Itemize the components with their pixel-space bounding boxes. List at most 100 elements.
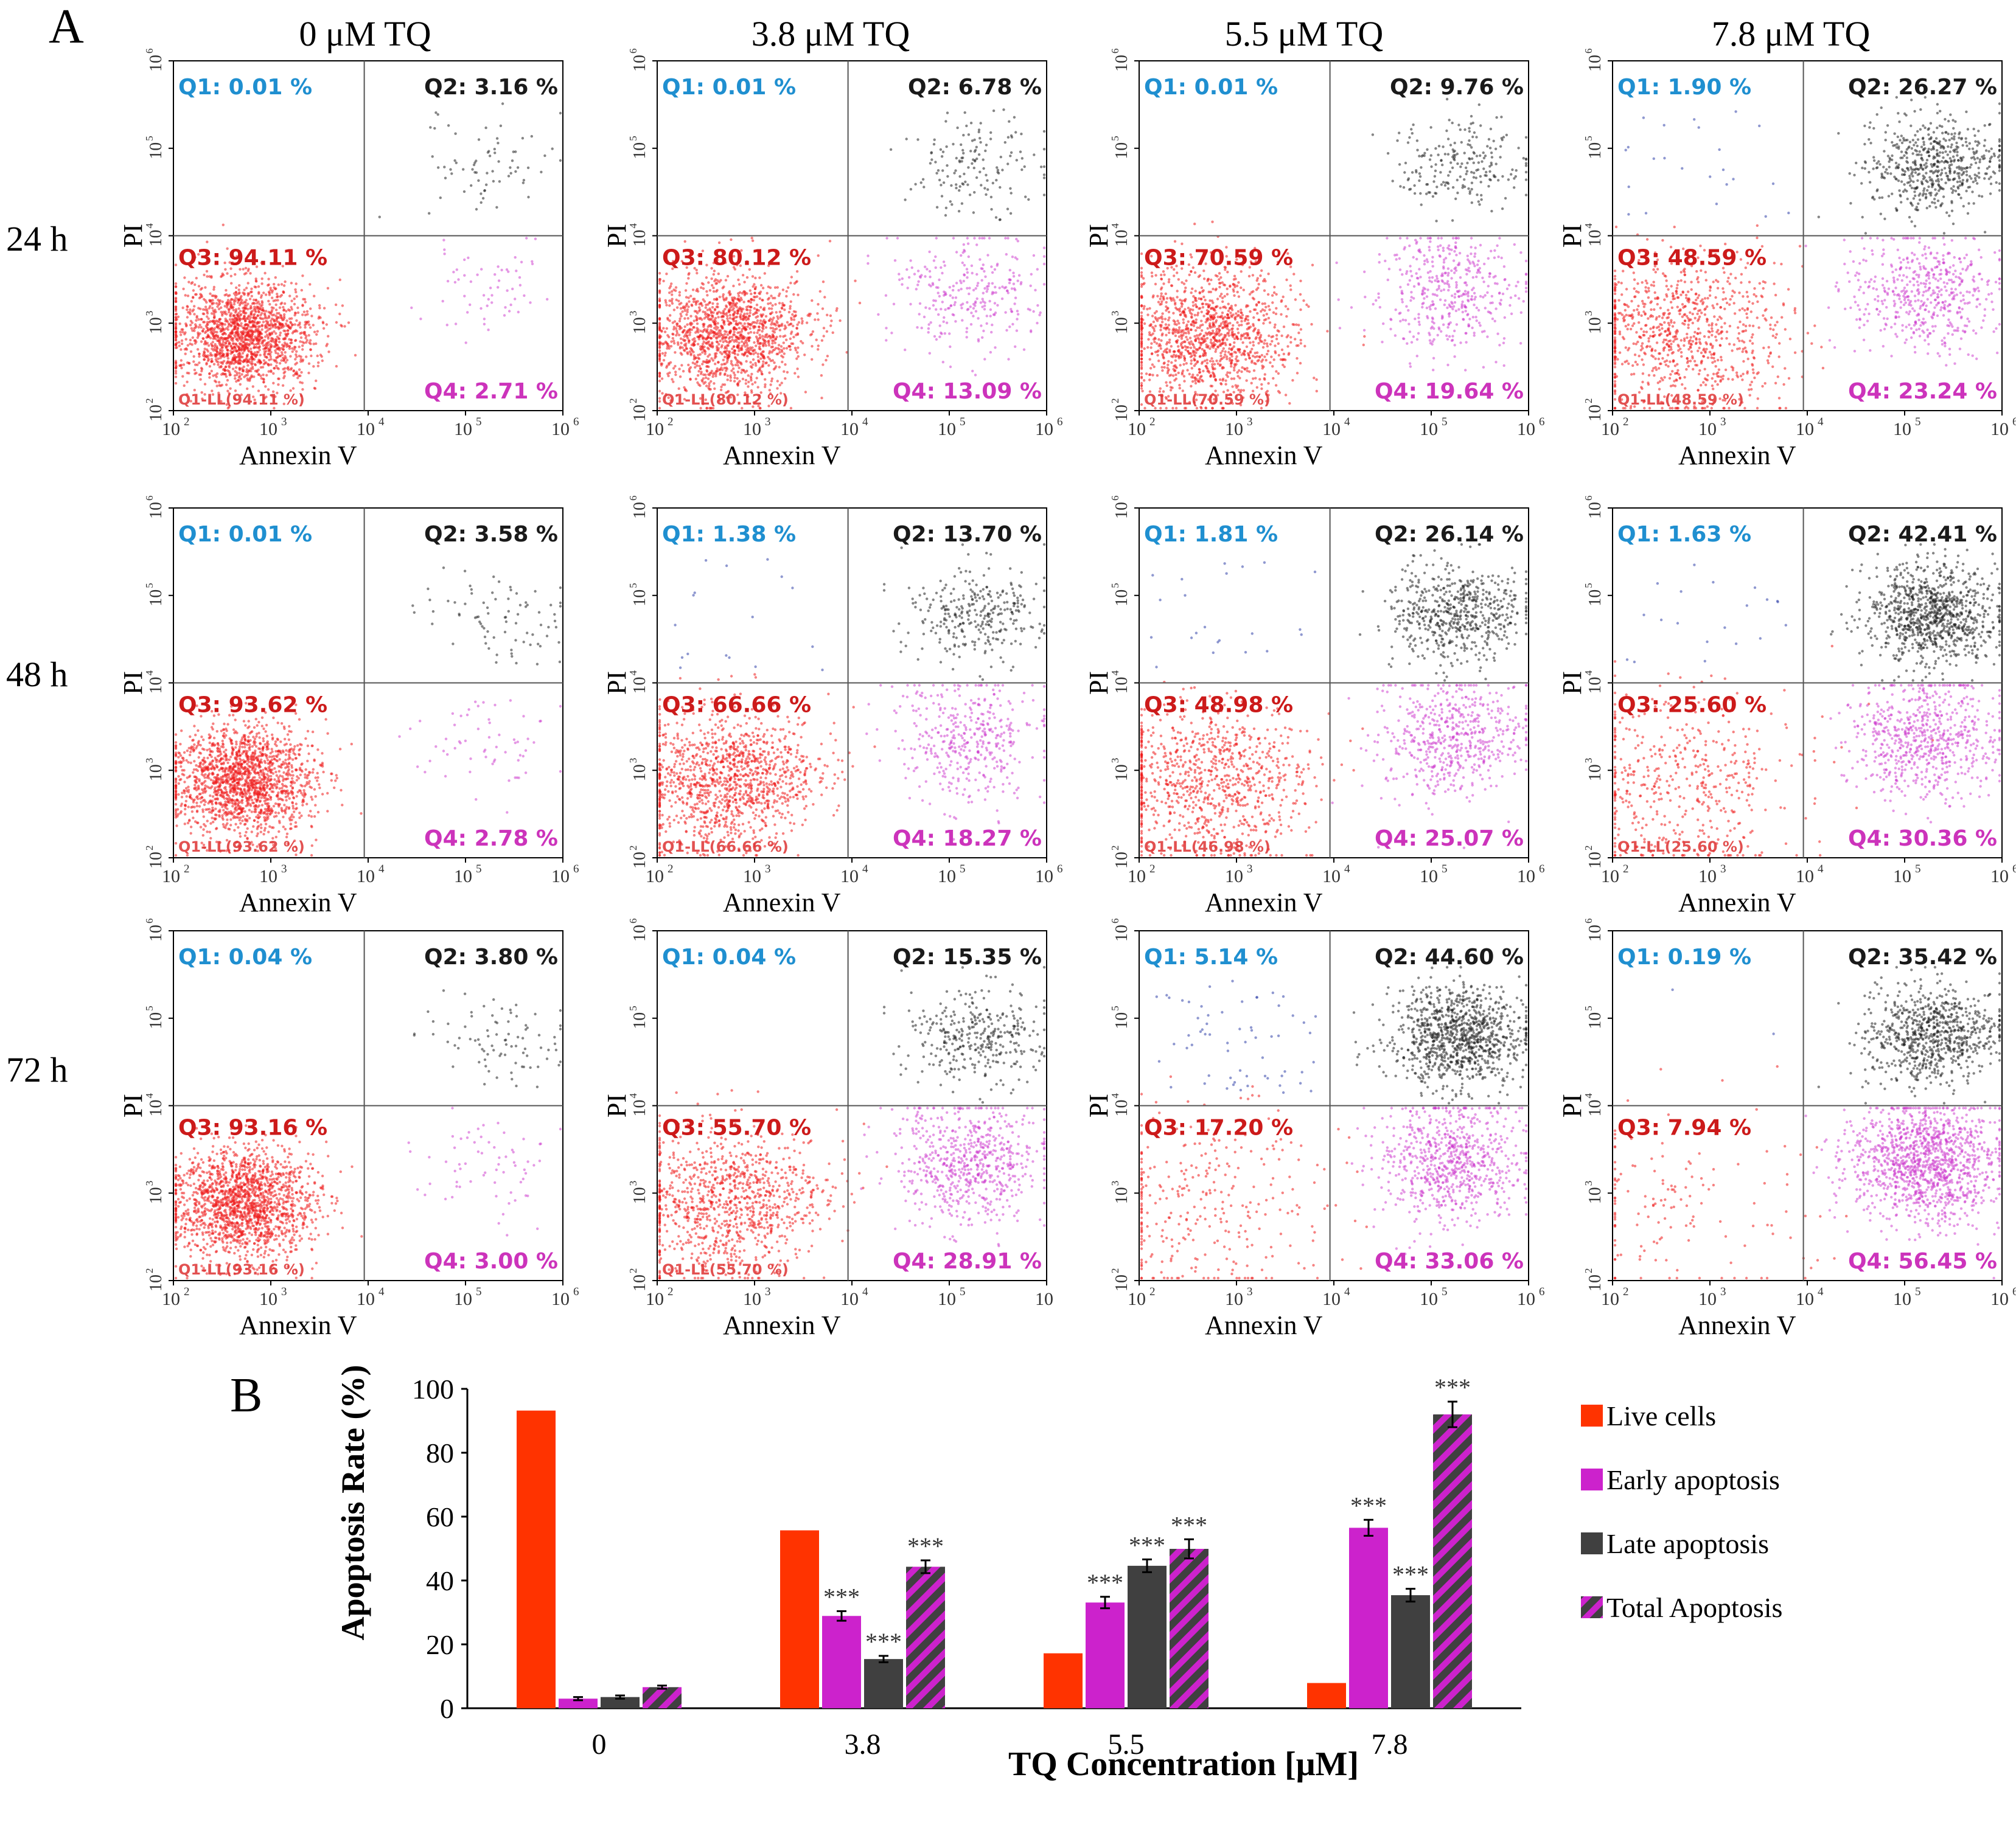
live-event-dot bbox=[220, 365, 222, 367]
live-event-dot bbox=[225, 346, 227, 349]
live-event-dot bbox=[347, 321, 350, 324]
live-event-dot bbox=[235, 291, 237, 293]
live-event-dot bbox=[768, 352, 770, 354]
live-event-dot bbox=[746, 355, 748, 357]
early-event-dot bbox=[500, 269, 503, 271]
late-event-dot bbox=[378, 216, 381, 218]
live-event-dot bbox=[686, 337, 689, 339]
live-event-dot bbox=[187, 281, 190, 283]
live-event-dot bbox=[751, 237, 753, 239]
live-event-dot bbox=[691, 349, 693, 352]
late-event-dot bbox=[531, 135, 533, 137]
live-event-dot bbox=[673, 308, 675, 311]
live-event-dot bbox=[297, 311, 299, 314]
early-event-dot bbox=[518, 276, 521, 279]
x-tick-exponent: 2 bbox=[184, 416, 190, 428]
scatter-plot: Q1: 0.01 % Q2: 3.16 %Q3: 94.11 %Q4: 2.71 … bbox=[118, 49, 579, 471]
live-event-dot bbox=[288, 294, 291, 297]
live-event-dot bbox=[248, 369, 250, 372]
early-event-dot bbox=[454, 281, 456, 283]
live-event-dot bbox=[225, 375, 228, 378]
late-event-dot bbox=[494, 151, 496, 154]
live-event-dot bbox=[268, 292, 271, 294]
live-event-dot bbox=[711, 306, 714, 308]
live-event-dot bbox=[315, 333, 318, 336]
live-event-dot bbox=[212, 338, 214, 340]
live-event-dot bbox=[209, 320, 212, 322]
live-event-dot bbox=[664, 352, 666, 354]
live-event-dot bbox=[684, 325, 686, 328]
live-event-dot bbox=[265, 345, 268, 347]
panel-a-flow-cytometry: A 0 μM TQ 3.8 μM TQ 5.5 μM TQ 7.8 μM TQ … bbox=[6, 0, 2016, 1340]
live-event-dot bbox=[267, 388, 270, 391]
live-event-dot bbox=[214, 335, 216, 338]
live-event-dot bbox=[221, 372, 224, 375]
live-event-dot bbox=[689, 347, 692, 350]
live-event-dot bbox=[697, 356, 699, 359]
live-event-dot bbox=[724, 350, 726, 353]
live-event-dot bbox=[217, 325, 219, 328]
live-event-dot bbox=[204, 305, 207, 308]
row-label-2: 72 h bbox=[6, 1050, 68, 1090]
live-event-dot bbox=[776, 347, 779, 349]
live-event-dot bbox=[768, 307, 770, 310]
live-event-dot bbox=[207, 329, 209, 332]
live-event-dot bbox=[792, 325, 794, 327]
live-event-dot bbox=[755, 344, 757, 347]
live-event-dot bbox=[262, 381, 265, 383]
live-event-dot bbox=[696, 361, 698, 363]
live-event-dot bbox=[668, 299, 671, 302]
live-event-dot bbox=[284, 302, 286, 305]
live-event-dot bbox=[231, 298, 233, 301]
live-event-dot bbox=[730, 379, 732, 381]
live-event-dot bbox=[685, 347, 688, 350]
live-event-dot bbox=[237, 301, 239, 304]
live-event-dot bbox=[709, 289, 711, 291]
live-event-dot bbox=[175, 347, 177, 349]
early-event-dot bbox=[483, 323, 486, 325]
live-event-dot bbox=[758, 347, 761, 350]
live-event-dot bbox=[721, 315, 724, 318]
live-event-dot bbox=[752, 325, 755, 328]
live-event-dot bbox=[263, 362, 266, 364]
live-event-dot bbox=[796, 351, 798, 353]
live-event-dot bbox=[290, 341, 293, 344]
live-event-dot bbox=[713, 298, 716, 301]
live-event-dot bbox=[295, 353, 297, 356]
early-event-dot bbox=[531, 260, 533, 263]
late-event-dot bbox=[551, 147, 554, 150]
live-event-dot bbox=[783, 370, 785, 373]
live-event-dot bbox=[753, 332, 755, 334]
live-event-dot bbox=[734, 356, 736, 358]
live-event-dot bbox=[733, 331, 735, 333]
live-event-dot bbox=[246, 355, 248, 358]
live-event-dot bbox=[197, 332, 199, 334]
live-event-dot bbox=[209, 352, 212, 355]
live-event-dot bbox=[228, 365, 230, 367]
live-event-dot bbox=[343, 325, 346, 327]
live-event-dot bbox=[277, 283, 280, 286]
live-event-dot bbox=[237, 324, 240, 327]
live-event-dot bbox=[281, 351, 283, 353]
early-event-dot bbox=[463, 295, 466, 297]
live-event-dot bbox=[218, 302, 221, 305]
live-event-dot bbox=[301, 289, 303, 291]
early-event-dot bbox=[457, 278, 459, 280]
live-event-dot bbox=[276, 312, 278, 315]
live-event-dot bbox=[722, 359, 725, 361]
live-event-dot bbox=[233, 334, 235, 336]
early-event-dot bbox=[509, 304, 512, 306]
live-event-dot bbox=[714, 363, 716, 365]
live-event-dot bbox=[285, 356, 287, 359]
live-event-dot bbox=[295, 291, 297, 293]
live-event-dot bbox=[696, 330, 698, 332]
early-event-dot bbox=[508, 310, 511, 312]
live-event-dot bbox=[738, 327, 741, 329]
live-event-dot bbox=[767, 302, 769, 305]
live-event-dot bbox=[226, 349, 229, 351]
live-event-dot bbox=[204, 332, 206, 334]
live-event-dot bbox=[744, 293, 746, 295]
live-event-dot bbox=[201, 337, 204, 339]
late-event-dot bbox=[484, 127, 487, 129]
live-event-dot bbox=[751, 383, 753, 385]
